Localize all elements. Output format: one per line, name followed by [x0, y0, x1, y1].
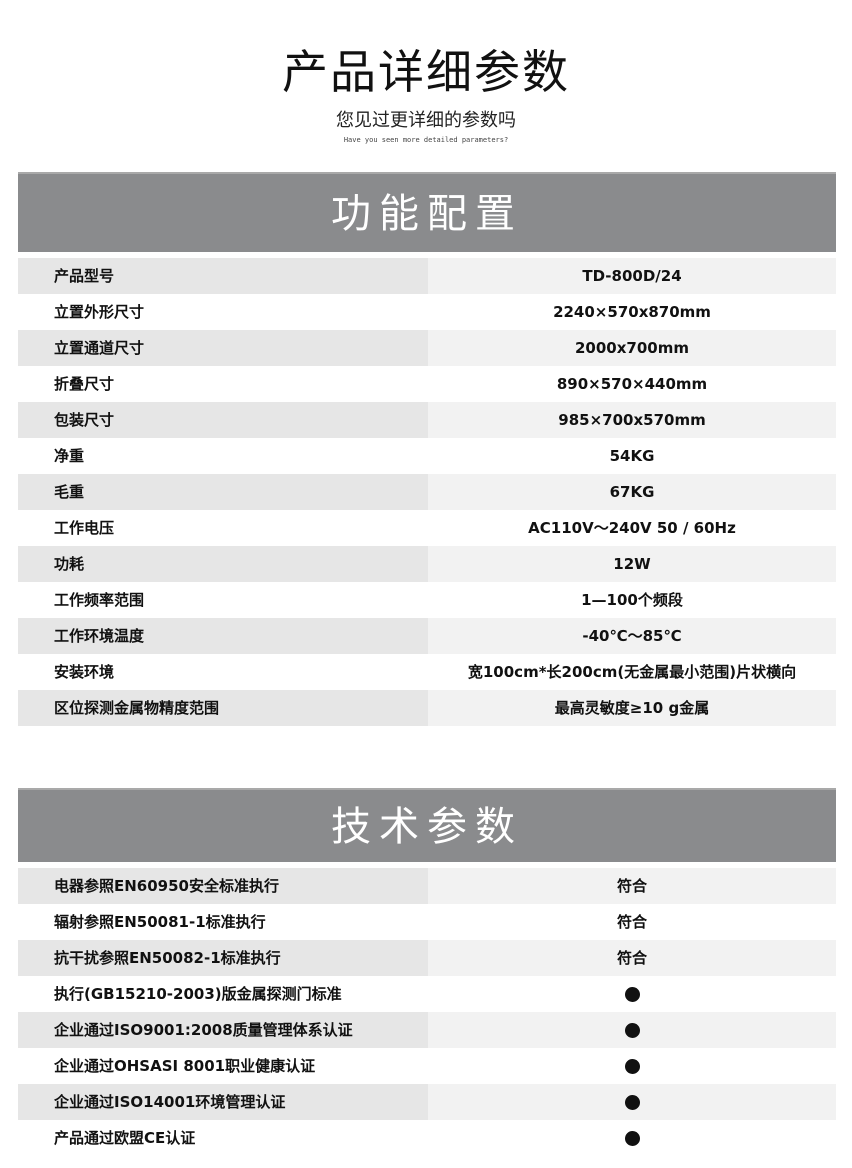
table-row: 包装尺寸 985×700x570mm: [18, 402, 836, 438]
table-row: 辐射参照EN50081-1标准执行 符合: [18, 904, 836, 940]
param-name: 安装环境: [54, 663, 115, 681]
param-name: 区位探测金属物精度范围: [18, 690, 428, 726]
table-row: 净重 54KG: [18, 438, 836, 474]
param-name: 净重: [54, 447, 85, 465]
param-name: 毛重: [18, 474, 428, 510]
table-row: 工作电压 AC110V～240V 50 / 60Hz: [18, 510, 836, 546]
param-name: 抗干扰参照EN50082-1标准执行: [18, 940, 428, 976]
tech-title: 技术参数: [18, 788, 836, 862]
table-row: 安装环境 宽100cm*长200cm(无金属最小范围)片状横向: [18, 654, 836, 690]
config-section: 功能配置 产品型号 TD-800D/24 立置外形尺寸 2240×570x870mm 立…: [18, 172, 836, 726]
param-name: 企业通过OHSASI 8001职业健康认证: [54, 1057, 316, 1075]
param-name: 立置通道尺寸: [18, 330, 428, 366]
param-value: 1—100个频段: [581, 591, 683, 609]
param-value: 12W: [428, 546, 836, 582]
table-row: 企业通过ISO9001:2008质量管理体系认证: [18, 1012, 836, 1048]
param-name: 包装尺寸: [18, 402, 428, 438]
param-value: 符合: [428, 868, 836, 904]
table-row: 工作频率范围 1—100个频段: [18, 582, 836, 618]
table-row: 产品通过欧盟CE认证: [18, 1120, 836, 1156]
table-row: 企业通过OHSASI 8001职业健康认证: [18, 1048, 836, 1084]
param-name: 产品型号: [18, 258, 428, 294]
table-row: 电器参照EN60950安全标准执行 符合: [18, 868, 836, 904]
page-subtitle: 您见过更详细的参数吗: [336, 110, 516, 131]
bullet-dot-icon: [624, 1059, 640, 1074]
param-value: 最高灵敏度≥10 g金属: [428, 690, 836, 726]
tech-section: 技术参数 电器参照EN60950安全标准执行 符合 辐射参照EN50081-1标准执…: [18, 788, 836, 1156]
param-name: 工作环境温度: [18, 618, 428, 654]
param-value: 符合: [428, 940, 836, 976]
config-table: 产品型号 TD-800D/24 立置外形尺寸 2240×570x870mm 立置通道尺寸…: [18, 258, 836, 726]
table-row: 执行(GB15210-2003)版金属探测门标准: [18, 976, 836, 1012]
param-value: 符合: [616, 913, 647, 931]
param-value: 宽100cm*长200cm(无金属最小范围)片状横向: [467, 663, 797, 681]
page-subtitle-en: Have you seen more detailed parameters?: [343, 136, 509, 144]
param-value: TD-800D/24: [428, 258, 836, 294]
param-value: 2240×570x870mm: [553, 303, 711, 321]
table-row: 折叠尺寸 890×570×440mm: [18, 366, 836, 402]
table-row: 立置外形尺寸 2240×570x870mm: [18, 294, 836, 330]
param-name: 立置外形尺寸: [54, 303, 145, 321]
table-row: 功耗 12W: [18, 546, 836, 582]
param-name: 功耗: [18, 546, 428, 582]
param-name: 执行(GB15210-2003)版金属探测门标准: [54, 985, 342, 1003]
bullet-dot-icon: [624, 1131, 640, 1146]
table-row: 毛重 67KG: [18, 474, 836, 510]
param-value: 2000x700mm: [428, 330, 836, 366]
param-value: [428, 976, 836, 1012]
param-name: 工作电压: [54, 519, 115, 537]
param-name: 工作频率范围: [54, 591, 145, 609]
config-title: 功能配置: [18, 172, 836, 252]
table-row: 企业通过ISO14001环境管理认证: [18, 1084, 836, 1120]
param-name: 折叠尺寸: [54, 375, 115, 393]
table-row: 工作环境温度 -40℃～85℃: [18, 618, 836, 654]
param-value: [428, 1048, 836, 1084]
param-value: [428, 1012, 836, 1048]
param-value: [428, 1120, 836, 1156]
param-name: 企业通过ISO14001环境管理认证: [18, 1084, 428, 1120]
bullet-dot-icon: [624, 1023, 640, 1038]
tech-table: 电器参照EN60950安全标准执行 符合 辐射参照EN50081-1标准执行 符合 抗干…: [18, 868, 836, 1156]
page-title: 产品详细参数: [282, 45, 570, 99]
param-value: 54KG: [609, 447, 655, 465]
table-row: 区位探测金属物精度范围 最高灵敏度≥10 g金属: [18, 690, 836, 726]
param-value: AC110V～240V 50 / 60Hz: [528, 519, 736, 537]
table-row: 抗干扰参照EN50082-1标准执行 符合: [18, 940, 836, 976]
bullet-dot-icon: [624, 987, 640, 1002]
param-name: 产品通过欧盟CE认证: [54, 1129, 196, 1147]
param-value: 890×570×440mm: [556, 375, 708, 393]
table-row: 产品型号 TD-800D/24: [18, 258, 836, 294]
param-name: 辐射参照EN50081-1标准执行: [54, 913, 266, 931]
param-name: 电器参照EN60950安全标准执行: [18, 868, 428, 904]
table-row: 立置通道尺寸 2000x700mm: [18, 330, 836, 366]
param-value: 985×700x570mm: [428, 402, 836, 438]
param-value: [428, 1084, 836, 1120]
param-value: -40℃～85℃: [428, 618, 836, 654]
param-name: 企业通过ISO9001:2008质量管理体系认证: [18, 1012, 428, 1048]
bullet-dot-icon: [624, 1095, 640, 1110]
param-value: 67KG: [428, 474, 836, 510]
